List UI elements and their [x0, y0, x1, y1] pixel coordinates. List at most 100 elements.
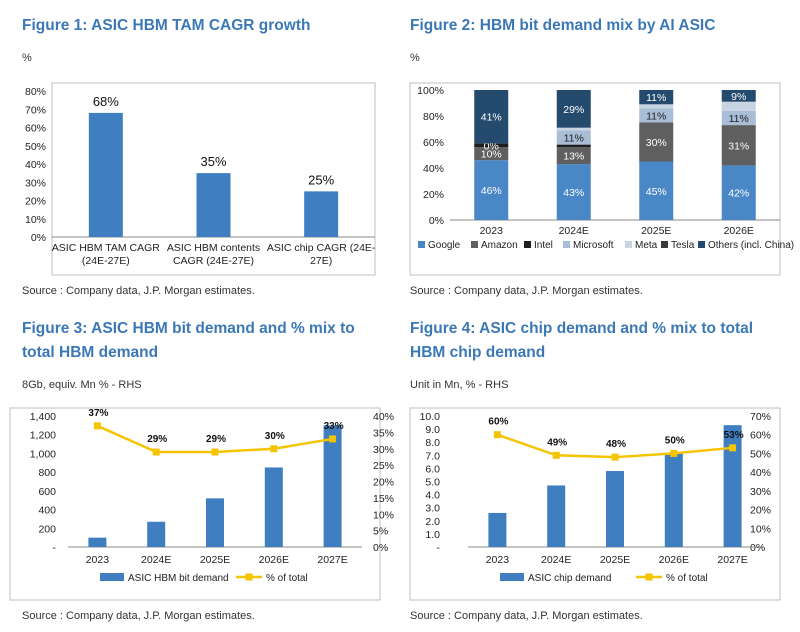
stack-segment [721, 165, 756, 220]
y-tick-label: 6.0 [425, 463, 440, 475]
legend-label: Tesla [671, 240, 695, 251]
y2-tick-label: 35% [373, 427, 394, 439]
legend-label: Others (incl. China) [708, 240, 794, 251]
data-label: 25% [308, 172, 334, 187]
figure-3-title-line-2: total HBM demand [22, 344, 159, 361]
data-label: 13% [563, 151, 584, 163]
y-tick-label: 60% [25, 123, 46, 135]
legend-label: ASIC HBM bit demand [128, 573, 229, 584]
line-data-label: 49% [547, 437, 567, 448]
legend-swatch [661, 241, 668, 248]
stack-segment [556, 130, 591, 145]
line-marker [611, 453, 619, 461]
stack-segment [474, 160, 509, 220]
figure-2-title: Figure 2: HBM bit demand mix by AI ASIC [410, 17, 716, 34]
legend-swatch [471, 241, 478, 248]
stack-segment [639, 108, 674, 123]
legend-label: Intel [534, 240, 553, 251]
y-tick-label: 0% [429, 215, 444, 227]
line-marker [729, 444, 737, 452]
y2-tick-label: 15% [373, 493, 394, 505]
plot-frame [51, 82, 376, 276]
y-tick-label: 1,000 [30, 448, 56, 460]
data-label: 35% [200, 154, 226, 169]
x-tick-label: 2027E [717, 554, 747, 566]
stack-segment [556, 90, 591, 128]
y-tick-label: 600 [38, 486, 56, 498]
stack-segment [639, 104, 674, 109]
legend-swatch-bars [500, 573, 524, 581]
x-tick-label: 27E) [310, 255, 332, 267]
bar [147, 521, 166, 547]
x-tick-label: CAGR (24E-27E) [173, 255, 254, 267]
stack-segment [556, 147, 591, 165]
bar [664, 452, 683, 547]
x-tick-label: ASIC chip CAGR (24E- [267, 242, 376, 254]
stack-segment [721, 90, 756, 102]
figure-1-source: Source : Company data, J.P. Morgan estim… [22, 285, 255, 297]
y-tick-label: 400 [38, 505, 56, 517]
figure-3-source: Source : Company data, J.P. Morgan estim… [22, 610, 255, 622]
y-tick-label: 800 [38, 467, 56, 479]
bar [196, 173, 231, 237]
y-tick-label: 1.0 [425, 529, 440, 541]
line-data-label: 60% [488, 417, 508, 428]
legend-swatch [563, 241, 570, 248]
y2-tick-label: 40% [750, 467, 771, 479]
y2-tick-label: 10% [373, 509, 394, 521]
figure-3-title-line-1: Figure 3: ASIC HBM bit demand and % mix … [22, 320, 355, 337]
x-tick-label: 2026E [259, 554, 289, 566]
y2-tick-label: 10% [750, 523, 771, 535]
figure-3-title: Figure 3: ASIC HBM bit demand and % mix … [22, 317, 355, 365]
legend-swatch [418, 241, 425, 248]
x-tick-label: (24E-27E) [82, 255, 130, 267]
x-tick-label: 2023 [480, 225, 504, 237]
line-data-label: 48% [606, 439, 626, 450]
y-tick-label: 200 [38, 523, 56, 535]
bar [723, 425, 742, 547]
legend-swatch-marker [245, 573, 253, 581]
figure-3-chart: - 200 400 600 800 1,000 1,200 1,400 0% 5% 10% 15% 20… [9, 407, 394, 601]
y2-tick-label: 60% [750, 430, 771, 442]
y-tick-label: 4.0 [425, 490, 440, 502]
y-tick-label: - [437, 542, 441, 554]
stack-segment [556, 164, 591, 220]
y2-tick-label: 0% [373, 542, 388, 554]
y-tick-label: 60% [423, 137, 444, 149]
y-tick-label: 80% [25, 86, 46, 98]
x-tick-label: 2026E [659, 554, 689, 566]
y-tick-label: 10% [25, 214, 46, 226]
figure-1-unit: % [22, 52, 32, 64]
bar [88, 112, 123, 237]
y-tick-label: 20% [423, 189, 444, 201]
y-tick-label: 3.0 [425, 503, 440, 515]
data-label: 11% [646, 110, 666, 122]
x-tick-label: 2025E [200, 554, 230, 566]
legend-label: % of total [266, 573, 308, 584]
stack-segment [556, 144, 591, 148]
figure-2-source: Source : Company data, J.P. Morgan estim… [410, 285, 643, 297]
data-label: 29% [563, 104, 584, 116]
figure-1-title: Figure 1: ASIC HBM TAM CAGR growth [22, 17, 311, 34]
data-label: 68% [93, 94, 119, 109]
legend-label: Meta [635, 240, 658, 251]
y-tick-label: 50% [25, 141, 46, 153]
x-tick-label: 2024E [559, 225, 589, 237]
stack-segment [639, 161, 674, 220]
data-label: 41% [481, 112, 502, 124]
y-tick-label: 0% [31, 232, 46, 244]
y2-tick-label: 5% [373, 526, 388, 538]
y2-tick-label: 20% [373, 477, 394, 489]
data-label: 42% [728, 188, 749, 200]
data-label: 43% [563, 187, 584, 199]
figure-2-chart: 0%20%40%60%80%100%46%10%0%41%202343%13%1… [409, 82, 794, 276]
figure-2-unit: % [410, 52, 420, 64]
y-tick-label: 8.0 [425, 437, 440, 449]
bar [264, 467, 283, 547]
line-data-label: 33% [324, 421, 344, 432]
y-tick-label: 70% [25, 104, 46, 116]
data-label: 11% [564, 132, 584, 144]
data-label: 11% [646, 92, 666, 104]
line-marker [270, 445, 278, 453]
legend-label: Amazon [481, 240, 518, 251]
